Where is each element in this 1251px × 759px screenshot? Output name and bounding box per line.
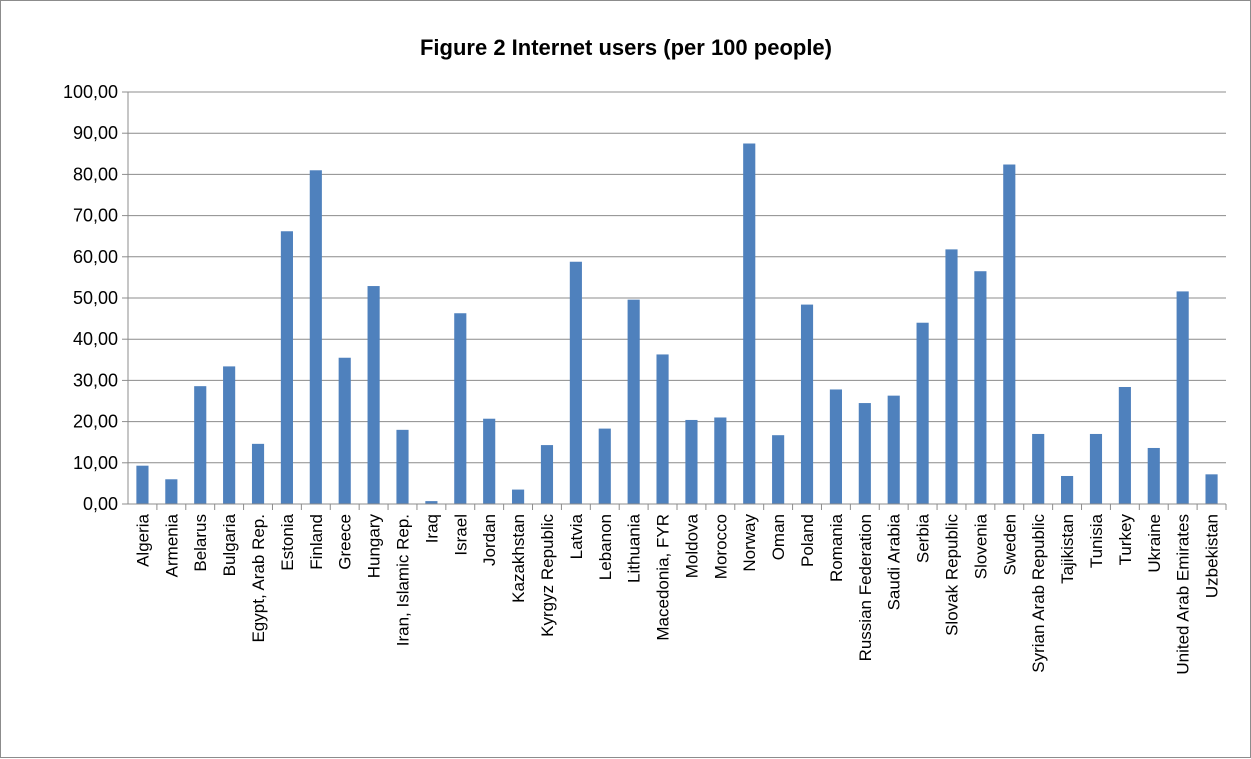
bar [512,489,525,504]
x-tick-label: Estonia [278,513,297,570]
bar [887,395,900,504]
bar [1061,475,1074,504]
x-tick-label: Serbia [914,513,933,563]
bar [1089,433,1103,504]
x-tick-label: Kyrgyz Republic [538,514,557,637]
x-tick-label: Lithuania [625,513,644,583]
bar [858,403,871,504]
y-axis-ticks: 0,00 10,00 20,00 30,00 40,00 50,00 60,00 70,00 8… [63,82,128,514]
bar [569,261,582,504]
y-tick-label: 50,00 [73,288,118,308]
x-tick-label: Kazakhstan [509,514,528,603]
x-tick-label: Iran, Islamic Rep. [394,514,413,646]
bar [223,366,236,504]
bar [945,249,958,504]
bar [367,286,380,504]
x-tick-label: Latvia [567,513,586,559]
bar [309,170,322,504]
bar [598,428,611,504]
x-tick-label: Lebanon [596,514,615,580]
x-tick-label: Oman [769,514,788,560]
bar [251,443,265,504]
y-tick-label: 60,00 [73,247,118,267]
y-tick-label: 100,00 [63,82,118,102]
bar [1032,433,1045,504]
x-tick-label: Tajikistan [1058,514,1077,584]
x-tick-label: Moldova [682,513,701,578]
y-tick-label: 90,00 [73,123,118,143]
x-tick-label: Slovak Republic [943,514,962,636]
bar [974,271,987,504]
axes [127,92,1227,510]
x-tick-label: Ukraine [1145,514,1164,573]
bar [396,429,409,504]
bar [483,418,496,504]
x-tick-label: Tunisia [1087,513,1106,568]
x-tick-label: Sweden [1000,514,1019,575]
x-tick-label: Algeria [133,513,152,566]
bar [1147,447,1160,504]
y-tick-label: 20,00 [73,412,118,432]
bar [627,299,640,504]
x-tick-label: Slovenia [971,513,990,579]
bar [338,357,351,504]
x-tick-label: Uzbekistan [1203,514,1222,598]
bar [1003,164,1016,504]
bar [714,417,727,504]
bar [280,231,293,505]
bar [1205,474,1218,504]
x-tick-label: Bulgaria [220,513,239,576]
y-tick-label: 40,00 [73,329,118,349]
x-tick-label: Romania [827,513,846,582]
bar [454,313,467,504]
chart-title: Figure 2 Internet users (per 100 people) [420,35,832,60]
x-tick-label: Iraq [422,514,441,543]
x-tick-label: Morocco [711,514,730,579]
bar [1118,386,1131,504]
x-tick-label: Norway [740,514,759,572]
x-tick-label: United Arab Emirates [1174,514,1193,675]
x-tick-label: Macedonia, FYR [654,514,673,641]
bar [194,386,207,504]
bar [772,435,785,504]
y-tick-label: 80,00 [73,164,118,184]
bar [136,465,149,504]
bar [829,389,842,504]
bar [685,419,698,504]
y-tick-label: 10,00 [73,453,118,473]
x-tick-label: Syrian Arab Republic [1029,514,1048,673]
bar [656,354,669,504]
bar [743,143,756,504]
x-tick-label: Egypt, Arab Rep. [249,514,268,643]
x-tick-label: Poland [798,514,817,567]
x-tick-label: Turkey [1116,514,1135,566]
bar [425,501,438,504]
x-axis-labels: Algeria Armenia Belarus Bulgaria Egypt, Arab… [133,513,1221,674]
bars [136,143,1218,505]
x-tick-label: Hungary [365,514,384,579]
bar [1176,291,1189,504]
x-tick-label: Greece [336,514,355,570]
x-tick-label: Belarus [191,514,210,572]
x-tick-label: Israel [451,514,470,556]
bar [165,479,178,504]
bar [916,322,929,504]
x-tick-label: Russian Federation [856,514,875,661]
bar [800,304,814,504]
y-tick-label: 30,00 [73,370,118,390]
bar [540,445,554,504]
y-tick-label: 70,00 [73,206,118,226]
x-tick-label: Jordan [480,514,499,566]
y-tick-label: 0,00 [83,494,118,514]
x-tick-label: Armenia [162,513,181,577]
x-tick-label: Finland [307,514,326,570]
x-tick-label: Saudi Arabia [885,513,904,610]
